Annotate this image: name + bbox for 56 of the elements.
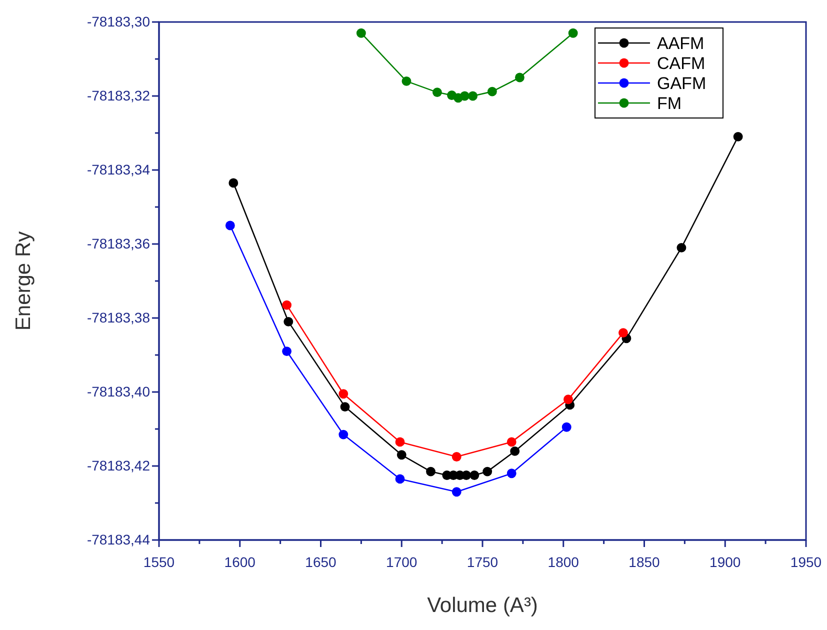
point <box>506 437 516 447</box>
point <box>340 402 350 412</box>
point <box>356 28 366 38</box>
point <box>395 437 405 447</box>
legend-label: AAFM <box>657 34 704 53</box>
point <box>396 450 406 460</box>
point <box>432 88 442 98</box>
point <box>225 220 235 230</box>
x-tick-label: 1950 <box>790 554 822 570</box>
point <box>284 316 294 326</box>
point <box>482 466 492 476</box>
x-tick-label: 1800 <box>548 554 580 570</box>
x-tick-label: 1550 <box>143 554 175 570</box>
point <box>338 430 348 440</box>
point <box>452 487 462 497</box>
point <box>564 394 573 404</box>
x-tick-label: 1650 <box>305 554 337 570</box>
point <box>487 86 497 96</box>
point <box>402 76 412 86</box>
point <box>470 470 480 480</box>
y-tick-label: -78183,44 <box>86 531 150 548</box>
point <box>395 474 405 484</box>
y-tick-label: -78183,38 <box>86 309 150 326</box>
x-tick-label: 1700 <box>386 554 418 570</box>
y-tick-label: -78183,32 <box>86 87 150 104</box>
x-axis-title: Volume (A³) <box>427 594 538 617</box>
x-tick-label: 1750 <box>466 554 498 570</box>
y-tick-label: -78183,34 <box>86 161 150 178</box>
point <box>462 470 472 480</box>
point <box>282 346 292 356</box>
legend-label: GAFM <box>657 74 706 93</box>
point <box>510 446 520 456</box>
point <box>452 452 462 462</box>
point <box>228 178 238 188</box>
point <box>506 468 516 478</box>
point <box>468 91 478 101</box>
y-tick-label: -78183,40 <box>86 383 150 400</box>
legend-label: CAFM <box>657 54 706 73</box>
point <box>562 422 572 432</box>
point <box>282 300 292 310</box>
y-tick-label: -78183,36 <box>86 235 150 252</box>
x-tick-label: 1900 <box>710 554 741 570</box>
point <box>568 28 578 38</box>
point <box>618 328 628 338</box>
x-tick-label: 1850 <box>628 554 660 570</box>
point <box>338 389 348 399</box>
x-tick-label: 1600 <box>224 554 256 570</box>
point <box>460 91 470 101</box>
y-tick-label: -78183,42 <box>86 457 150 474</box>
point <box>514 72 524 82</box>
y-tick-label: -78183,30 <box>86 13 150 30</box>
point <box>676 242 686 252</box>
legend-label: FM <box>657 94 682 113</box>
point <box>426 466 436 476</box>
y-axis-title: Energe Ry <box>12 230 35 331</box>
point <box>733 132 743 142</box>
